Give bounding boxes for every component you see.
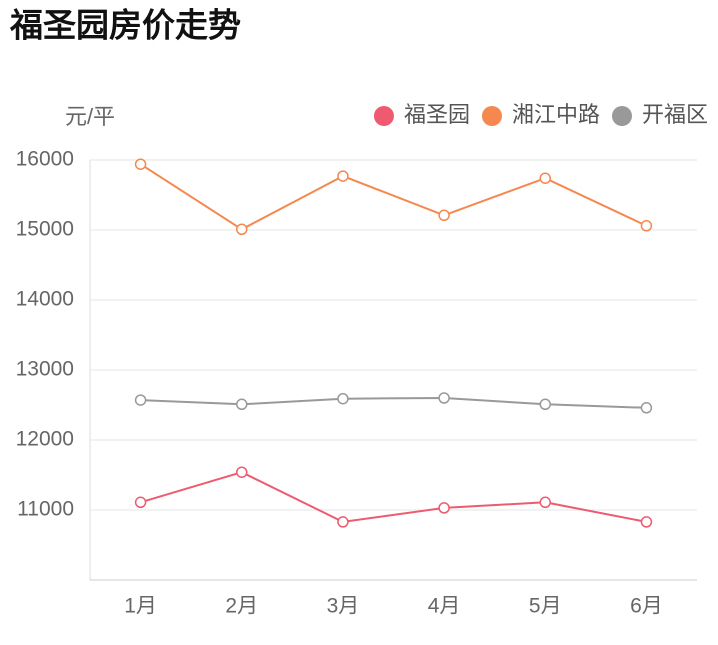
y-tick-label: 13000 — [16, 358, 74, 381]
legend-marker — [481, 106, 502, 126]
y-tick-label: 15000 — [16, 218, 74, 241]
legend-label: 湘江中路 — [512, 102, 600, 127]
data-point — [640, 402, 653, 414]
series-line — [140, 396, 647, 409]
data-point — [438, 392, 450, 404]
y-axis-label: 元/平 — [65, 104, 115, 129]
data-point — [236, 223, 248, 236]
data-point — [236, 466, 248, 478]
data-point — [337, 170, 349, 182]
x-tick-label: 3月 — [327, 595, 360, 618]
y-tick-label: 14000 — [16, 288, 74, 311]
data-point — [640, 516, 653, 528]
series-line — [140, 471, 647, 523]
data-point — [236, 398, 248, 411]
legend: 开福区 湘江中路 福圣园 — [373, 102, 708, 127]
data-point — [539, 398, 551, 411]
data-point — [337, 516, 349, 528]
x-tick-label: 2月 — [225, 595, 258, 618]
x-tick-label: 4月 — [428, 595, 461, 618]
data-point — [539, 496, 551, 509]
legend-label: 福圣园 — [404, 102, 470, 127]
data-point — [438, 502, 450, 514]
data-point — [134, 496, 147, 509]
legend-label: 开福区 — [642, 102, 708, 127]
legend-marker — [611, 106, 632, 126]
series-line — [140, 163, 647, 231]
legend-marker — [373, 106, 394, 126]
x-tick-label: 1月 — [124, 595, 157, 618]
x-tick-label: 6月 — [630, 595, 663, 618]
data-point — [640, 220, 653, 232]
data-point — [134, 394, 147, 406]
data-point — [337, 392, 349, 405]
y-tick-label: 16000 — [16, 148, 74, 171]
x-tick-label: 5月 — [529, 595, 562, 618]
data-point — [539, 172, 551, 184]
y-tick-label: 11000 — [17, 498, 74, 521]
data-point — [438, 209, 450, 222]
data-point — [134, 158, 147, 170]
chart-title: 福圣园房价走势 — [9, 7, 241, 44]
y-tick-label: 12000 — [16, 428, 74, 451]
